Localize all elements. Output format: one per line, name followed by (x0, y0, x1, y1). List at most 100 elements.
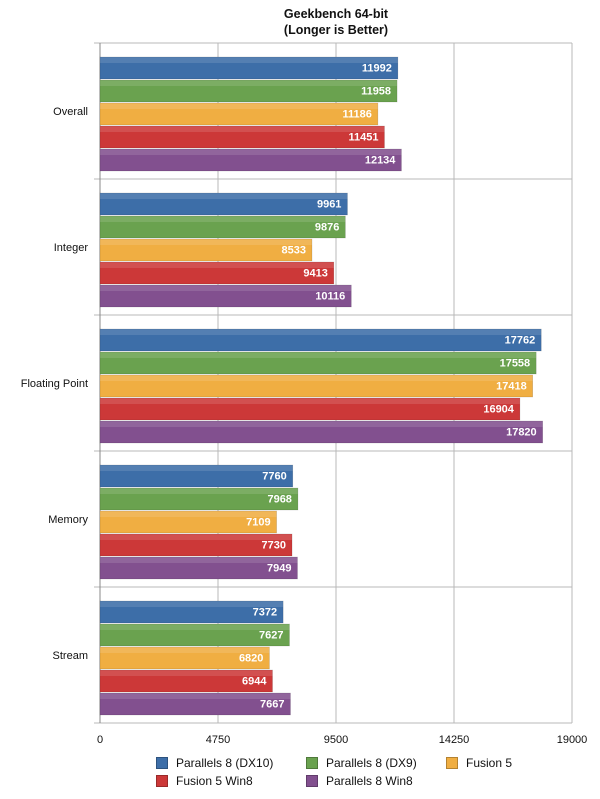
x-tick-label: 0 (97, 734, 103, 746)
legend-swatch (156, 775, 168, 787)
data-label: 9876 (315, 222, 339, 234)
category-label: Memory (48, 514, 88, 526)
bar-highlight (100, 398, 520, 404)
legend-swatch (156, 757, 168, 769)
bar (99, 623, 290, 647)
data-label: 10116 (315, 291, 345, 303)
legend-swatch (306, 775, 318, 787)
legend-label: Parallels 8 (DX10) (176, 756, 274, 770)
data-label: 6820 (239, 653, 263, 665)
bar-highlight (100, 693, 291, 699)
bar (99, 510, 277, 534)
bar-highlight (100, 193, 348, 199)
data-label: 9961 (317, 199, 341, 211)
bar (99, 397, 521, 421)
legend-label: Parallels 8 (DX9) (326, 756, 417, 770)
bar (99, 192, 348, 216)
bar-highlight (100, 329, 542, 335)
legend-item: Fusion 5 (446, 755, 512, 771)
chart-subtitle: (Longer is Better) (283, 23, 389, 37)
bar-highlight (100, 511, 277, 517)
bar-highlight (100, 149, 402, 155)
bar (99, 328, 542, 352)
bar (99, 487, 299, 511)
legend-swatch (446, 757, 458, 769)
bar-highlight (100, 239, 312, 245)
data-label: 9413 (303, 268, 327, 280)
bar-highlight (100, 80, 398, 86)
bar-highlight (100, 557, 298, 563)
data-label: 7372 (253, 607, 277, 619)
bar (99, 238, 313, 262)
data-label: 12134 (365, 155, 396, 167)
legend-item: Parallels 8 Win8 (306, 773, 413, 789)
bar-highlight (100, 126, 385, 132)
bar (99, 533, 293, 557)
bar (99, 464, 294, 488)
data-label: 7949 (267, 563, 291, 575)
category-label: Overall (53, 106, 88, 118)
bar-highlight (100, 465, 293, 471)
bar-highlight (100, 216, 346, 222)
bar-highlight (100, 624, 290, 630)
category-label: Stream (53, 650, 88, 662)
data-label: 17558 (500, 358, 531, 370)
bar-highlight (100, 352, 537, 358)
legend-item: Parallels 8 (DX10) (156, 755, 273, 771)
bar (99, 215, 346, 239)
bar (99, 646, 270, 670)
bar (99, 148, 402, 172)
legend-label: Parallels 8 Win8 (326, 774, 413, 788)
data-label: 11451 (348, 132, 378, 144)
data-label: 11992 (362, 63, 392, 75)
data-label: 8533 (281, 245, 305, 257)
x-tick-label: 9500 (324, 734, 348, 746)
legend-item: Parallels 8 (DX9) (306, 755, 417, 771)
bar-highlight (100, 103, 378, 109)
data-label: 7627 (259, 630, 283, 642)
legend-label: Fusion 5 Win8 (176, 774, 253, 788)
bar-highlight (100, 534, 293, 540)
data-label: 16904 (483, 404, 514, 416)
bar-highlight (100, 285, 352, 291)
data-label: 11958 (361, 86, 391, 98)
data-label: 7760 (262, 471, 286, 483)
bar-highlight (100, 647, 270, 653)
bar-highlight (100, 601, 284, 607)
data-label: 7730 (262, 540, 286, 552)
legend: Parallels 8 (DX10) Parallels 8 (DX9) Fusio… (156, 755, 576, 795)
data-label: 7968 (267, 494, 291, 506)
legend-label: Fusion 5 (466, 756, 513, 770)
bar-highlight (100, 670, 273, 676)
bar (99, 374, 533, 398)
legend-swatch (306, 757, 318, 769)
bar (99, 692, 291, 716)
chart-title: Geekbench 64-bit (283, 7, 389, 21)
bar (99, 669, 273, 693)
chart-title-block: Geekbench 64-bit (Longer is Better) (0, 6, 600, 38)
bar (99, 600, 284, 624)
bar (99, 125, 385, 149)
bar-highlight (100, 262, 334, 268)
bar (99, 261, 335, 285)
data-label: 17820 (506, 427, 537, 439)
category-label: Integer (54, 242, 89, 254)
bar (99, 556, 298, 580)
bar (99, 79, 398, 103)
bar (99, 102, 379, 126)
bar (99, 284, 352, 308)
x-tick-label: 4750 (206, 734, 230, 746)
data-label: 17762 (505, 335, 536, 347)
data-label: 7109 (246, 517, 270, 529)
x-tick-label: 19000 (557, 734, 588, 746)
bar-highlight (100, 57, 398, 63)
bar-highlight (100, 421, 543, 427)
data-label: 11186 (343, 109, 372, 121)
data-label: 6944 (242, 676, 267, 688)
x-tick-label: 14250 (439, 734, 470, 746)
legend-item: Fusion 5 Win8 (156, 773, 253, 789)
data-label: 7667 (260, 699, 284, 711)
bar-highlight (100, 375, 533, 381)
category-label: Floating Point (21, 378, 88, 390)
